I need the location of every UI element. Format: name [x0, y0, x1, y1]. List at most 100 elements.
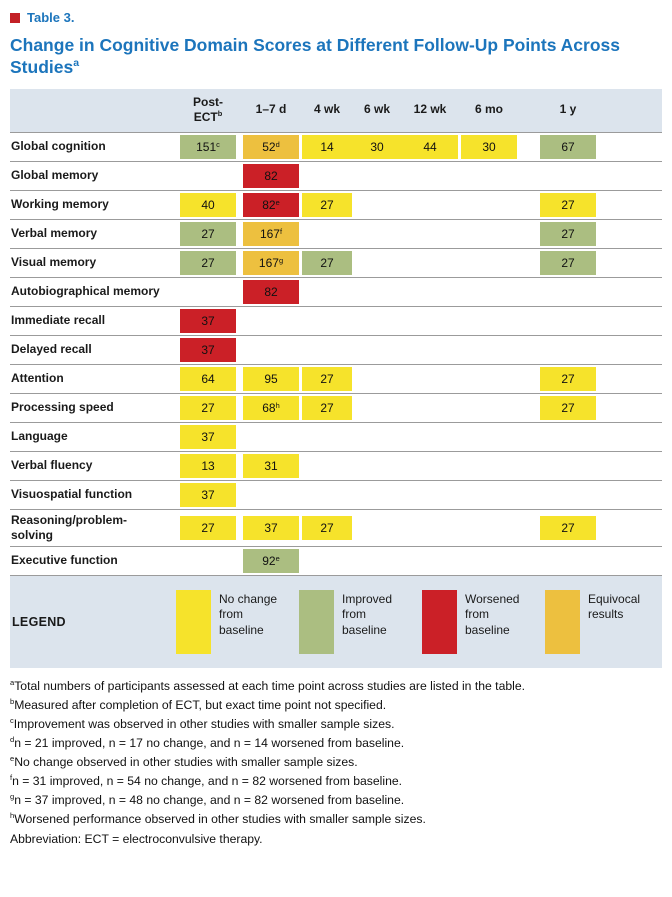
data-cell-no_change: 44	[402, 134, 458, 159]
cell-slot: 31	[240, 452, 302, 480]
cell-slot	[402, 162, 458, 190]
data-cell-worsened: 82	[243, 279, 299, 304]
data-cell-improved: 27	[302, 250, 352, 275]
data-cell-no_change: 27	[302, 515, 352, 540]
data-cell-improved: 151 c	[180, 134, 236, 159]
cell-slot: 68 h	[240, 394, 302, 422]
data-cell-no_change: 27	[540, 515, 596, 540]
cell-slot	[402, 510, 458, 546]
legend-swatch-worsened	[422, 589, 457, 654]
data-cell-no_change: 68 h	[243, 395, 299, 420]
row-label: Autobiographical memory	[11, 284, 160, 299]
data-cell-equivocal: 167 f	[243, 221, 299, 246]
cell-slot: 151 c	[176, 133, 240, 161]
legend-item-text: Improved from baseline	[342, 591, 393, 637]
cell-slot: 27	[520, 191, 616, 219]
cell-slot	[458, 510, 520, 546]
row-label: Immediate recall	[11, 313, 106, 328]
data-cell-improved: 27	[540, 250, 596, 275]
cell-slot	[402, 365, 458, 393]
cell-slot	[352, 423, 402, 451]
row-label: Working memory	[11, 197, 109, 212]
data-cell-no_change: 13	[180, 453, 236, 478]
data-cell-no_change: 27	[302, 395, 352, 420]
footnote: cImprovement was observed in other studi…	[10, 715, 395, 732]
data-cell-improved: 92 e	[243, 548, 299, 573]
table-caption: Table 3.	[10, 10, 662, 25]
data-cell-no_change: 31	[243, 453, 299, 478]
cell-slot	[520, 547, 616, 575]
row-label: Verbal memory	[11, 226, 98, 241]
cell-slot	[240, 307, 302, 335]
cell-slot	[352, 307, 402, 335]
data-cell-no_change: 14	[302, 134, 352, 159]
cell-slot	[520, 481, 616, 509]
footnotes: aTotal numbers of participants assessed …	[10, 677, 662, 849]
data-cell-no_change: 27	[180, 395, 236, 420]
column-header: 1–7 d	[255, 102, 287, 117]
table-row: Verbal memory 27 167 f 27	[10, 220, 662, 249]
cell-slot	[176, 278, 240, 306]
cell-slot	[402, 452, 458, 480]
cell-slot: 82	[240, 162, 302, 190]
footnote: eNo change observed in other studies wit…	[10, 754, 358, 770]
cell-slot: 82	[240, 278, 302, 306]
cell-slot	[302, 307, 352, 335]
cell-slot	[302, 336, 352, 364]
cell-slot	[176, 547, 240, 575]
footnote: gn = 37 improved, n = 48 no change, and …	[10, 792, 405, 808]
cell-slot: 44	[402, 133, 458, 161]
cell-slot: 27	[302, 510, 352, 546]
data-cell-no_change: 27	[180, 515, 236, 540]
column-header: 6 wk	[363, 102, 390, 117]
cell-slot	[402, 249, 458, 277]
row-label: Processing speed	[11, 400, 114, 415]
cell-slot	[458, 423, 520, 451]
data-cell-worsened: 37	[180, 308, 236, 333]
legend-items: No change from baseline Improved from bas…	[176, 589, 658, 654]
cell-slot: 30	[458, 133, 520, 161]
row-label: Global cognition	[11, 139, 106, 154]
cell-slot	[176, 162, 240, 190]
row-label: Global memory	[11, 168, 99, 183]
cell-slot	[458, 547, 520, 575]
cell-slot: 64	[176, 365, 240, 393]
footnote: dn = 21 improved, n = 17 no change, and …	[10, 735, 405, 751]
table-row: Delayed recall 37	[10, 336, 662, 365]
data-cell-improved: 67	[540, 134, 596, 159]
cell-slot	[352, 547, 402, 575]
cell-slot	[402, 547, 458, 575]
column-header: 6 mo	[474, 102, 503, 117]
cell-slot: 27	[176, 510, 240, 546]
cell-slot	[402, 336, 458, 364]
table-header-row: Post-ECTb 1–7 d 4 wk 6 wk 12 wk 6 mo 1 y	[10, 88, 662, 133]
cell-slot	[352, 191, 402, 219]
legend-swatch-no_change	[176, 589, 211, 654]
cell-slot: 82 e	[240, 191, 302, 219]
row-label: Attention	[11, 371, 64, 386]
legend-item-text: Equivocal results	[588, 591, 641, 622]
column-header: 12 wk	[413, 102, 447, 117]
cell-slot: 27	[302, 365, 352, 393]
footnote: Abbreviation: ECT = electroconvulsive th…	[10, 831, 263, 846]
cell-slot: 30	[352, 133, 402, 161]
data-cell-no_change: 95	[243, 366, 299, 391]
cell-slot: 27	[520, 394, 616, 422]
legend-item: Improved from baseline	[299, 589, 412, 654]
data-cell-improved: 27	[540, 221, 596, 246]
cell-slot	[458, 278, 520, 306]
cell-slot: 13	[176, 452, 240, 480]
data-cell-no_change: 37	[180, 482, 236, 507]
cell-slot: 95	[240, 365, 302, 393]
cell-slot	[302, 423, 352, 451]
cell-slot	[302, 162, 352, 190]
column-header: 1 y	[559, 102, 577, 117]
legend-swatch-improved	[299, 589, 334, 654]
data-cell-no_change: 27	[302, 192, 352, 217]
cell-slot	[402, 394, 458, 422]
data-cell-worsened: 82	[243, 163, 299, 188]
cell-slot	[520, 307, 616, 335]
cell-slot	[352, 510, 402, 546]
cell-slot: 27	[520, 365, 616, 393]
